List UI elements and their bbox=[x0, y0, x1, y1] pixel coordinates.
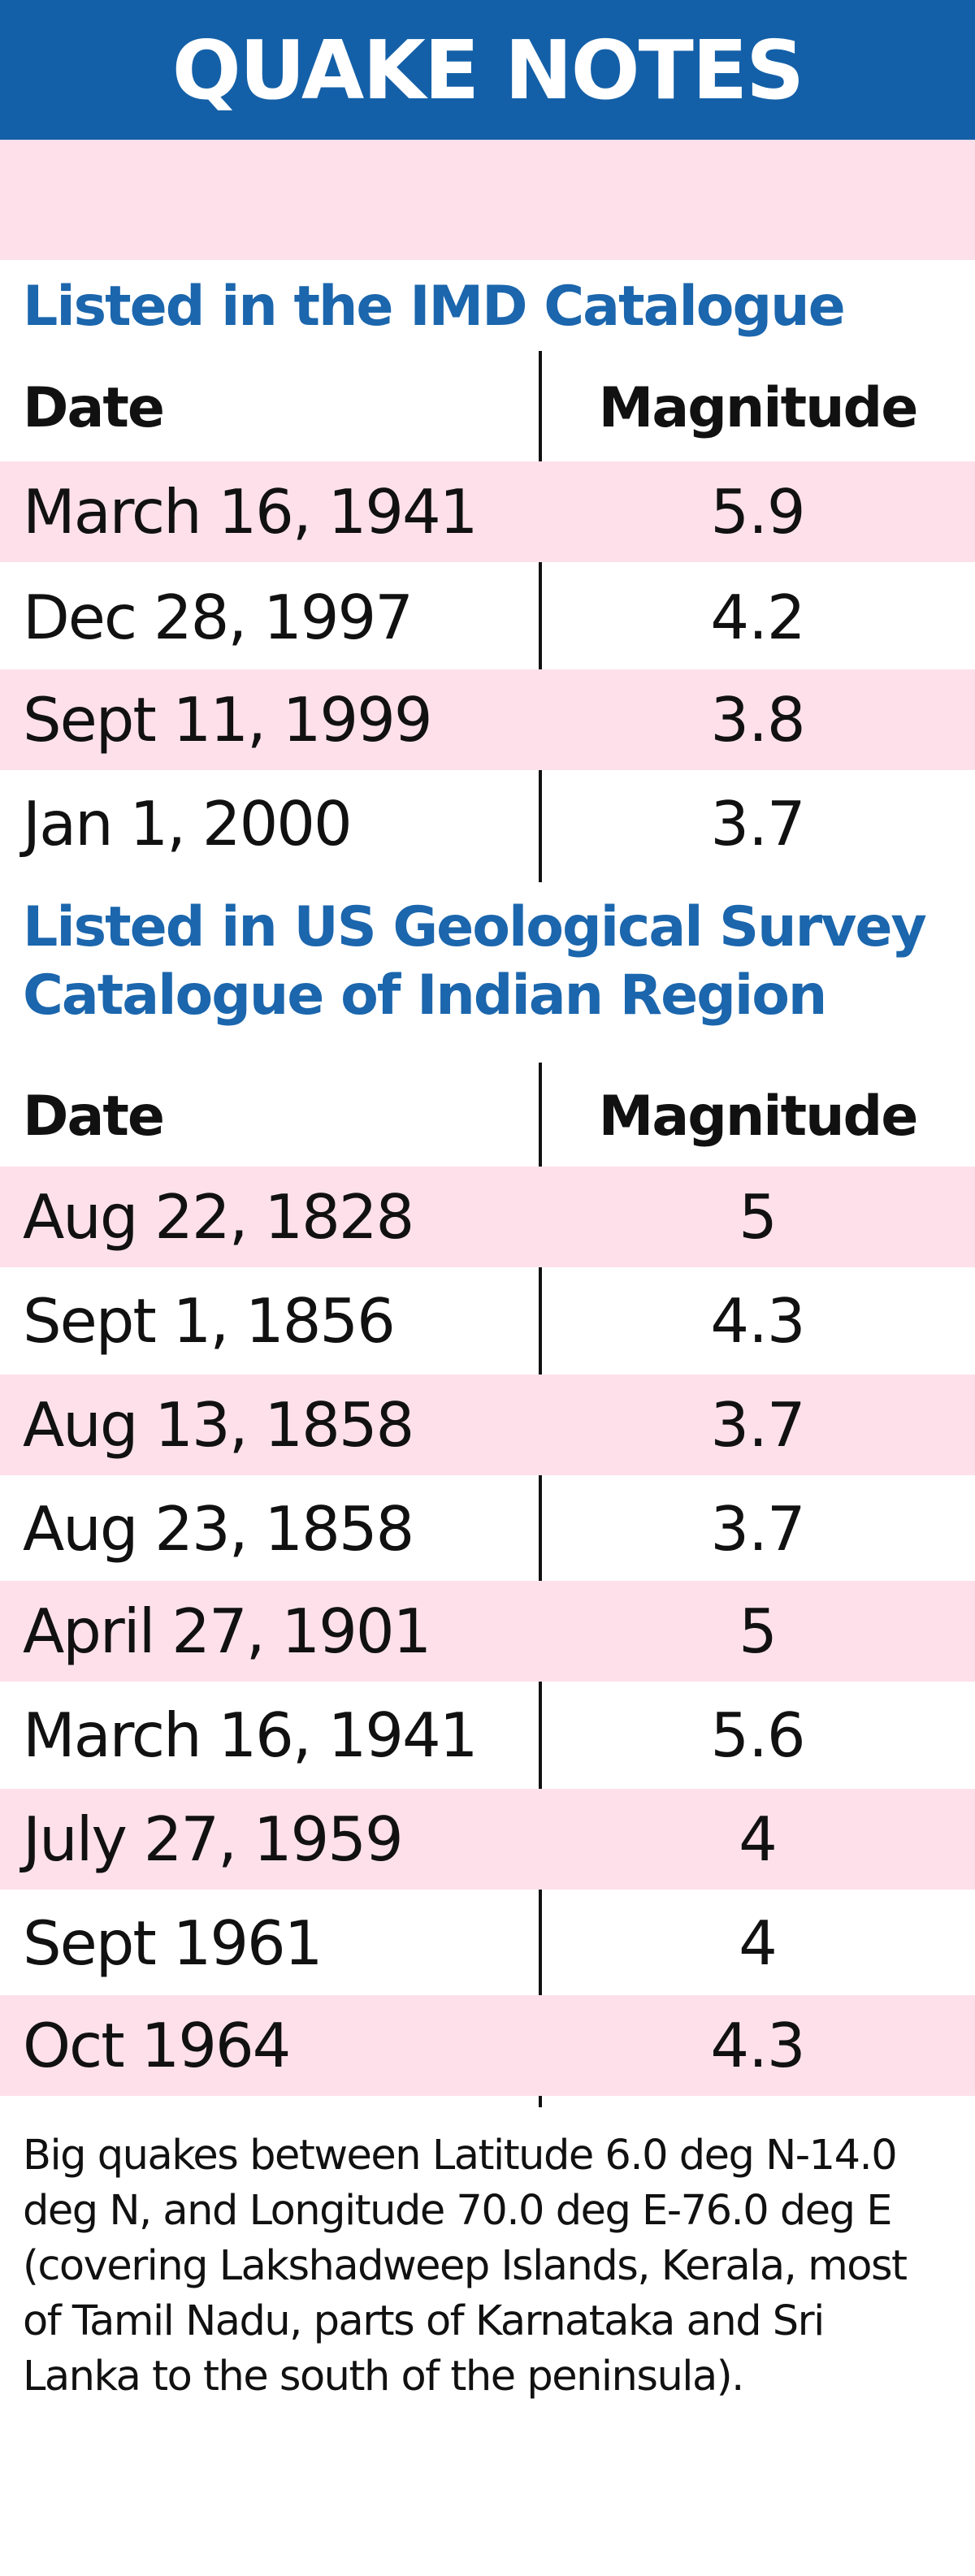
row-date: Aug 23, 1858 bbox=[23, 1493, 414, 1565]
row-date: March 16, 1941 bbox=[23, 476, 478, 548]
row-date: July 27, 1959 bbox=[23, 1803, 404, 1875]
usgs-section-heading: Listed in US Geological Survey Catalogue… bbox=[23, 894, 959, 1030]
header-bar: QUAKE NOTES bbox=[0, 0, 975, 140]
row-magnitude: 4 bbox=[739, 1907, 778, 1979]
table-row: March 16, 1941 5.6 bbox=[0, 1685, 975, 1786]
row-date: Aug 22, 1828 bbox=[23, 1181, 414, 1253]
imd-header-row: Date Magnitude bbox=[0, 357, 975, 458]
header-band bbox=[0, 140, 975, 260]
row-magnitude: 3.7 bbox=[710, 1493, 805, 1565]
row-date: Jan 1, 2000 bbox=[23, 788, 353, 859]
table-row: Sept 11, 1999 3.8 bbox=[0, 669, 975, 770]
page-title: QUAKE NOTES bbox=[171, 22, 804, 118]
usgs-col-date: Date bbox=[23, 1084, 165, 1149]
imd-col-magnitude: Magnitude bbox=[598, 375, 919, 440]
imd-section-heading: Listed in the IMD Catalogue bbox=[23, 275, 846, 339]
table-row: Oct 1964 4.3 bbox=[0, 1995, 975, 2096]
row-magnitude: 5.9 bbox=[710, 476, 805, 548]
table-row: Jan 1, 2000 3.7 bbox=[0, 773, 975, 874]
row-magnitude: 3.8 bbox=[710, 684, 805, 755]
imd-col-date: Date bbox=[23, 375, 165, 440]
row-magnitude: 4.3 bbox=[710, 1285, 805, 1357]
usgs-heading-line1: Listed in US Geological Survey bbox=[23, 895, 927, 959]
row-date: Oct 1964 bbox=[23, 2010, 291, 2081]
row-magnitude: 4.3 bbox=[710, 2010, 805, 2081]
row-date: Dec 28, 1997 bbox=[23, 582, 414, 653]
row-date: Sept 11, 1999 bbox=[23, 684, 433, 755]
table-row: Sept 1961 4 bbox=[0, 1893, 975, 1994]
row-date: April 27, 1901 bbox=[23, 1595, 431, 1667]
row-magnitude: 5.6 bbox=[710, 1699, 805, 1771]
row-magnitude: 5 bbox=[739, 1181, 778, 1253]
table-row: Sept 1, 1856 4.3 bbox=[0, 1271, 975, 1371]
table-row: July 27, 1959 4 bbox=[0, 1789, 975, 1890]
row-magnitude: 5 bbox=[739, 1595, 778, 1667]
table-row: Aug 22, 1828 5 bbox=[0, 1167, 975, 1267]
row-date: March 16, 1941 bbox=[23, 1699, 478, 1771]
row-magnitude: 4 bbox=[739, 1803, 778, 1875]
row-date: Aug 13, 1858 bbox=[23, 1389, 414, 1461]
imd-column-divider bbox=[539, 351, 542, 882]
table-row: Aug 13, 1858 3.7 bbox=[0, 1375, 975, 1475]
row-magnitude: 4.2 bbox=[710, 582, 805, 653]
table-row: Aug 23, 1858 3.7 bbox=[0, 1478, 975, 1579]
row-magnitude: 3.7 bbox=[710, 1389, 805, 1461]
footnote: Big quakes between Latitude 6.0 deg N-14… bbox=[23, 2132, 908, 2401]
usgs-heading-line2: Catalogue of Indian Region bbox=[23, 963, 827, 1028]
table-row: April 27, 1901 5 bbox=[0, 1581, 975, 1682]
row-date: Sept 1961 bbox=[23, 1907, 323, 1979]
table-row: March 16, 1941 5.9 bbox=[0, 461, 975, 562]
row-date: Sept 1, 1856 bbox=[23, 1285, 396, 1357]
usgs-col-magnitude: Magnitude bbox=[598, 1084, 919, 1149]
row-magnitude: 3.7 bbox=[710, 788, 805, 859]
usgs-header-row: Date Magnitude bbox=[0, 1066, 975, 1167]
table-row: Dec 28, 1997 4.2 bbox=[0, 567, 975, 668]
